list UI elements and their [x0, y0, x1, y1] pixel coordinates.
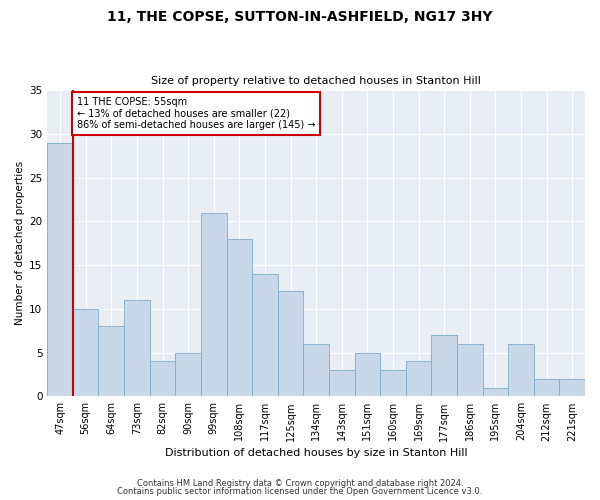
Bar — [227, 239, 252, 396]
Bar — [73, 309, 98, 396]
Bar — [534, 379, 559, 396]
Bar — [98, 326, 124, 396]
Text: Contains HM Land Registry data © Crown copyright and database right 2024.: Contains HM Land Registry data © Crown c… — [137, 478, 463, 488]
Bar — [482, 388, 508, 396]
Bar — [278, 292, 304, 397]
Bar — [406, 362, 431, 396]
Bar — [431, 335, 457, 396]
Bar — [329, 370, 355, 396]
Bar — [559, 379, 585, 396]
Bar — [508, 344, 534, 397]
Bar — [124, 300, 150, 396]
Text: 11 THE COPSE: 55sqm
← 13% of detached houses are smaller (22)
86% of semi-detach: 11 THE COPSE: 55sqm ← 13% of detached ho… — [77, 97, 315, 130]
Y-axis label: Number of detached properties: Number of detached properties — [15, 161, 25, 325]
Bar — [201, 212, 227, 396]
Bar — [252, 274, 278, 396]
Bar — [150, 362, 175, 396]
Bar — [355, 352, 380, 397]
Bar — [175, 352, 201, 397]
Text: Contains public sector information licensed under the Open Government Licence v3: Contains public sector information licen… — [118, 487, 482, 496]
Bar — [304, 344, 329, 397]
X-axis label: Distribution of detached houses by size in Stanton Hill: Distribution of detached houses by size … — [165, 448, 467, 458]
Bar — [380, 370, 406, 396]
Text: 11, THE COPSE, SUTTON-IN-ASHFIELD, NG17 3HY: 11, THE COPSE, SUTTON-IN-ASHFIELD, NG17 … — [107, 10, 493, 24]
Title: Size of property relative to detached houses in Stanton Hill: Size of property relative to detached ho… — [151, 76, 481, 86]
Bar — [457, 344, 482, 397]
Bar — [47, 142, 73, 396]
